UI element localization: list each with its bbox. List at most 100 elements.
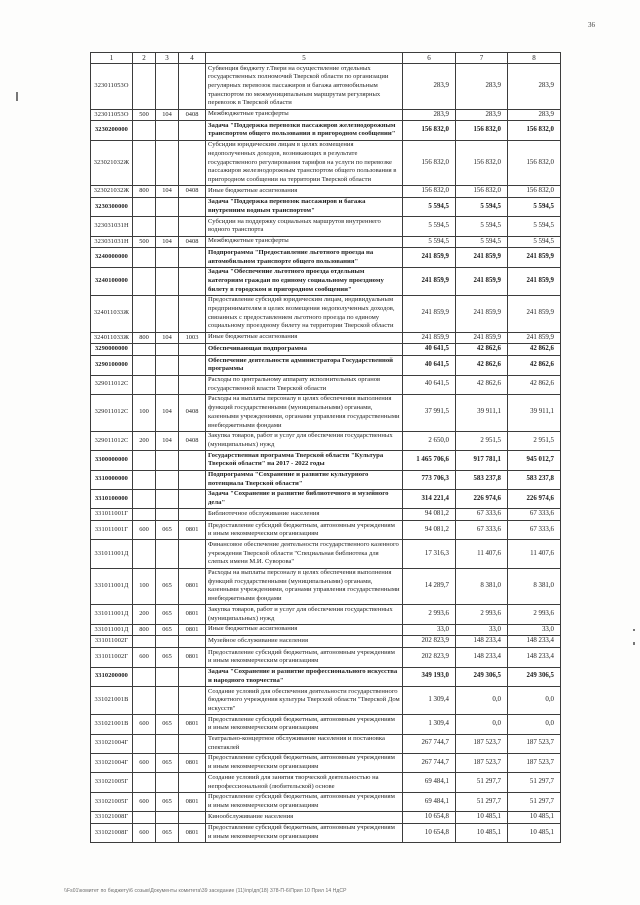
amount-col8-cell: 0,0 [507,714,561,735]
amount-col6-cell: 1 465 706,6 [402,450,456,471]
code-cell: 331021008Г [90,822,133,844]
code-cell: 3310100000 [90,488,133,510]
col2-cell: 100 [132,567,156,606]
description-cell: Субсидии на поддержку социальных маршрут… [205,216,403,237]
col2-cell [132,811,156,824]
amount-col7-cell: 156 832,0 [455,185,508,198]
description-cell: Библиотечное обслуживание населения [205,508,403,522]
table-row: 3310000000 Подпрограмма "Сохранение и раз… [90,469,561,490]
col3-cell [155,539,179,569]
column-header: 3 [155,52,179,64]
table-row: 323011053О 500 104 0408 Межбюджетные трансфе… [90,108,561,122]
amount-col6-cell: 10 654,8 [402,822,456,844]
column-header: 4 [178,52,206,64]
amount-col7-cell: 33,0 [455,623,508,637]
amount-col7-cell: 10 485,1 [455,811,508,824]
column-header: 6 [402,52,456,64]
table-row: 3310200000 Задача "Сохранение и развитие … [90,666,561,688]
amount-col6-cell: 40 641,5 [402,343,456,357]
col2-cell: 600 [132,647,156,668]
col2-cell [132,266,156,296]
description-cell: Расходы на выплаты персоналу в целях обе… [205,393,403,432]
amount-col7-cell: 148 233,4 [455,635,508,649]
col4-cell: 0408 [178,235,206,249]
col4-cell: 0801 [178,567,206,606]
table-row: 331021005Г 600 065 0801 Предоставление субси… [90,791,561,813]
col4-cell [178,343,206,357]
amount-col7-cell: 156 832,0 [455,120,508,141]
code-cell: 3230300000 [90,196,133,218]
col4-cell [178,733,206,754]
col3-cell: 065 [155,822,179,844]
amount-col6-cell: 40 641,5 [402,374,456,395]
col4-cell [178,139,206,187]
code-cell: 324011033Ж [90,331,133,345]
col4-cell [178,488,206,510]
col2-cell [132,666,156,688]
amount-col7-cell: 0,0 [455,714,508,735]
col3-cell [155,666,179,688]
amount-col7-cell: 241 859,9 [455,294,508,333]
amount-col8-cell: 10 485,1 [507,822,561,844]
description-cell: Иные бюджетные ассигнования [205,331,403,345]
amount-col7-cell: 8 381,0 [455,567,508,606]
code-cell: 323011053О [90,108,133,122]
amount-col6-cell: 267 744,7 [402,733,456,754]
code-cell: 331011001Д [90,623,133,637]
amount-col6-cell: 37 991,5 [402,393,456,432]
amount-col8-cell: 187 523,7 [507,733,561,754]
table-row: 324011033Ж 800 104 1003 Иные бюджетные ассиг… [90,331,561,345]
amount-col8-cell: 42 862,6 [507,355,561,376]
amount-col6-cell: 202 823,9 [402,635,456,649]
page-number: 36 [588,21,595,29]
col3-cell: 065 [155,520,179,541]
amount-col8-cell: 8 381,0 [507,567,561,606]
amount-col8-cell: 945 012,7 [507,450,561,471]
table-row: 3290100000 Обеспечение деятельности админ… [90,355,561,376]
col4-cell [178,266,206,296]
table-row: 3230200000 Задача "Поддержка перевозки па… [90,120,561,141]
table-row: 331021004Г 600 065 0801 Предоставление субси… [90,752,561,774]
col3-cell: 104 [155,235,179,249]
amount-col8-cell: 249 306,5 [507,666,561,688]
scan-artifact-dot [633,642,635,645]
code-cell: 323031031Н [90,235,133,249]
amount-col6-cell: 40 641,5 [402,355,456,376]
col2-cell [132,139,156,187]
amount-col6-cell: 202 823,9 [402,647,456,668]
amount-col7-cell: 283,9 [455,63,508,110]
column-header: 7 [455,52,508,64]
description-cell: Предоставление субсидий бюджетным, автон… [205,520,403,541]
description-cell: Кинообслуживание населения [205,811,403,824]
amount-col8-cell: 51 297,7 [507,772,561,793]
col2-cell [132,294,156,333]
col2-cell [132,635,156,649]
code-cell: 331011001Д [90,604,133,625]
amount-col6-cell: 267 744,7 [402,752,456,774]
col3-cell: 065 [155,714,179,735]
col3-cell: 065 [155,791,179,813]
code-cell: 3310200000 [90,666,133,688]
amount-col8-cell: 241 859,9 [507,247,561,268]
col4-cell [178,374,206,395]
table-body: 323011053О Субвенция бюджету г.Твери на о… [90,63,561,844]
description-cell: Финансовое обеспечение деятельности госу… [205,539,403,569]
code-cell: 331021001В [90,714,133,735]
column-header: 8 [507,52,561,64]
col2-cell: 200 [132,604,156,625]
col2-cell [132,772,156,793]
description-cell: Предоставление субсидий бюджетным, автон… [205,647,403,668]
amount-col8-cell: 148 233,4 [507,635,561,649]
amount-col8-cell: 241 859,9 [507,294,561,333]
amount-col8-cell: 42 862,6 [507,343,561,357]
amount-col7-cell: 5 594,5 [455,216,508,237]
table-row: 323031031Н 500 104 0408 Межбюджетные трансфе… [90,235,561,249]
amount-col7-cell: 42 862,6 [455,355,508,376]
table-row: 323011053О Субвенция бюджету г.Твери на о… [90,63,561,110]
table-row: 3230300000 Задача "Поддержка перевозок па… [90,196,561,218]
col3-cell [155,247,179,268]
col3-cell [155,266,179,296]
col4-cell: 0408 [178,108,206,122]
code-cell: 3300000000 [90,450,133,471]
col4-cell: 1003 [178,331,206,345]
